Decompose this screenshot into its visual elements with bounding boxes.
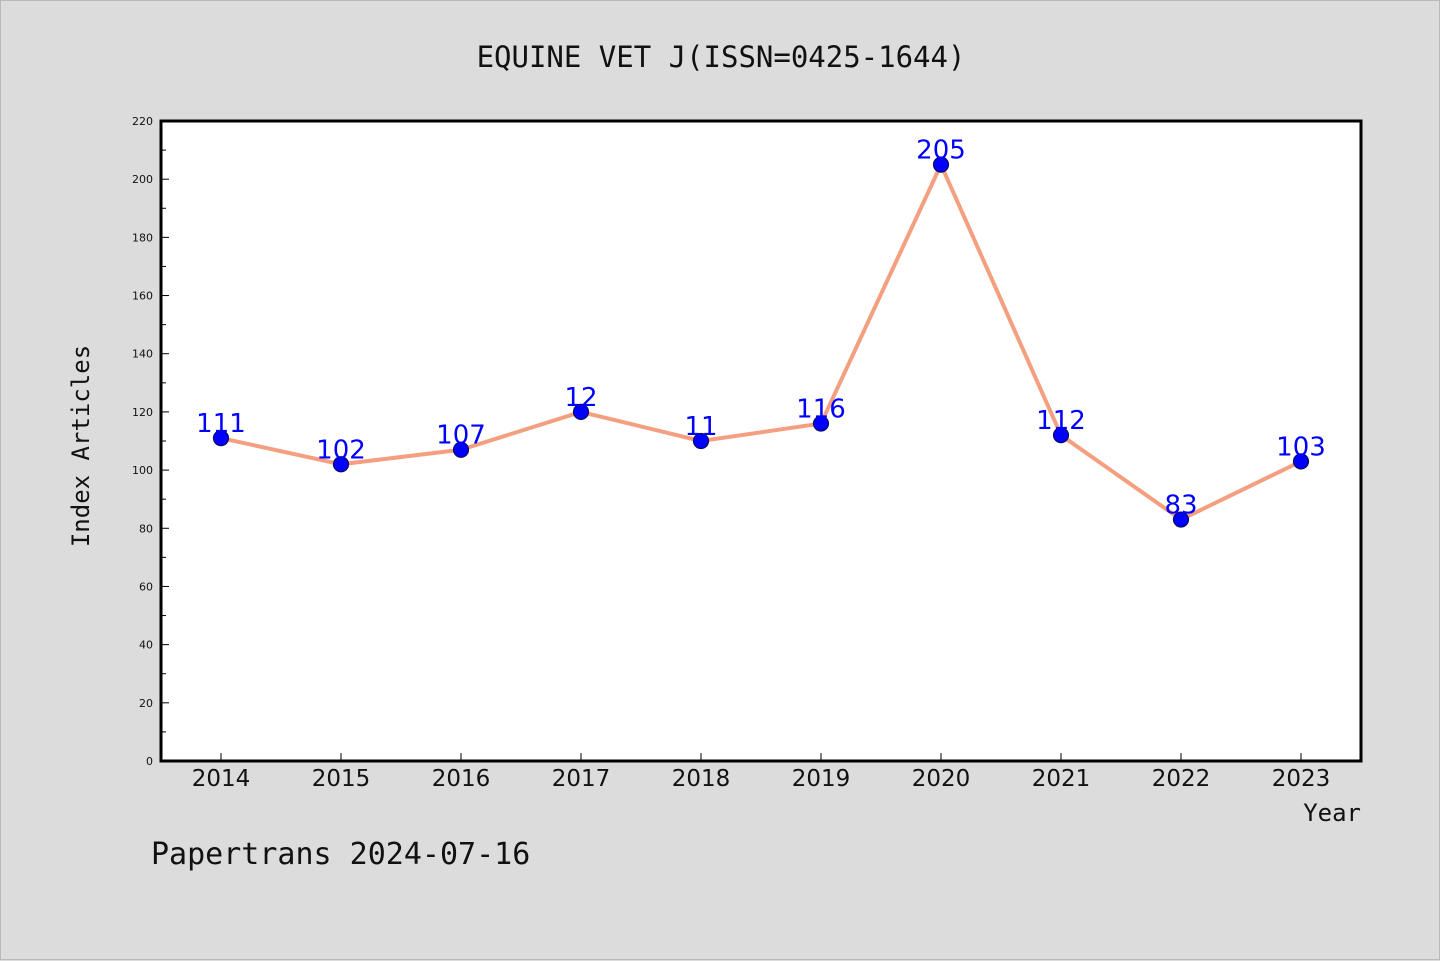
data-point-marker — [1172, 511, 1190, 528]
y-tick-label: 40 — [139, 639, 153, 652]
data-point-marker — [212, 429, 230, 447]
x-tick-label: 2017 — [552, 766, 611, 792]
y-tick-label: 140 — [132, 348, 153, 361]
y-tick-label: 180 — [132, 231, 153, 244]
x-tick-label: 2016 — [432, 766, 491, 792]
x-tick-label: 2014 — [192, 766, 251, 792]
x-tick-label: 2021 — [1032, 766, 1091, 792]
x-tick-label: 2019 — [792, 766, 851, 792]
data-label: 205 — [916, 136, 966, 166]
data-point-marker — [452, 441, 470, 458]
data-point-marker — [932, 156, 950, 173]
x-tick-label: 2023 — [1272, 766, 1331, 792]
y-tick-label: 20 — [139, 697, 153, 710]
data-labels-group: 111 102 107 12 11 116 205 112 83 103 — [196, 136, 1326, 521]
y-tick-label: 100 — [132, 464, 153, 477]
data-label: 103 — [1276, 432, 1326, 462]
x-axis-ticks: 2014 2015 2016 2017 2018 2019 2020 2021 2022 2023 — [192, 753, 1331, 792]
x-tick-label: 2015 — [312, 766, 371, 792]
data-point-marker — [1052, 427, 1070, 444]
data-point-marker — [812, 415, 830, 432]
data-point-marker — [692, 432, 710, 450]
series-line-group — [212, 156, 1310, 528]
data-label: 11 — [684, 412, 717, 442]
y-axis-label: Index Articles — [67, 345, 95, 547]
x-tick-label: 2020 — [912, 766, 971, 792]
y-axis-ticks: 0 20 40 60 80 100 120 140 160 180 200 220 — [132, 115, 169, 768]
y-tick-label: 80 — [139, 522, 153, 535]
x-tick-label: 2018 — [672, 766, 731, 792]
y-tick-label: 60 — [139, 580, 153, 593]
data-point-marker — [572, 403, 590, 421]
data-point-marker — [1292, 453, 1310, 470]
data-point-marker — [332, 456, 350, 473]
y-tick-label: 200 — [132, 173, 153, 186]
y-tick-label: 0 — [146, 755, 153, 768]
plot-area — [159, 119, 1363, 763]
data-label: 112 — [1036, 406, 1086, 436]
data-label: 102 — [316, 435, 366, 465]
chart-title: EQUINE VET J(ISSN=0425-1644) — [477, 40, 966, 74]
y-tick-label: 160 — [132, 290, 153, 303]
x-axis-label: Year — [1303, 799, 1361, 827]
data-label: 116 — [796, 395, 846, 425]
data-label: 83 — [1164, 491, 1197, 521]
data-label: 107 — [436, 421, 486, 451]
data-label: 111 — [196, 409, 246, 439]
data-label: 12 — [564, 383, 597, 413]
series-line — [219, 162, 1303, 522]
x-tick-label: 2022 — [1152, 766, 1211, 792]
y-tick-label: 220 — [132, 115, 153, 128]
footer-credit: Papertrans 2024-07-16 — [151, 837, 530, 872]
y-tick-label: 120 — [132, 406, 153, 419]
